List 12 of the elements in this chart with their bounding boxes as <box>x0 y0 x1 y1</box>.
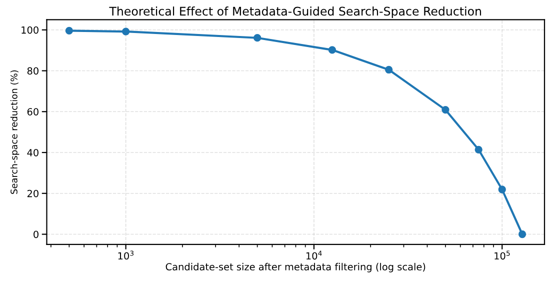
y-axis-title: Search-space reduction (%) <box>10 70 20 194</box>
y-tick-label: 20 <box>27 190 38 198</box>
y-tick-label: 100 <box>22 26 38 34</box>
y-tick-label: 80 <box>27 67 38 75</box>
chart-title: Theoretical Effect of Metadata-Guided Search-Space Reduction <box>109 6 482 18</box>
y-tick-label: 0 <box>34 230 38 238</box>
x-tick-label: 10$^{4}$ <box>306 250 322 260</box>
x-tick-label: 10$^{3}$ <box>118 250 134 260</box>
x-axis-title: Candidate-set size after metadata filtering (log scale) <box>166 262 426 272</box>
y-tick-label: 40 <box>27 148 38 156</box>
y-tick-label: 60 <box>27 108 38 116</box>
x-tick-label: 10$^{5}$ <box>494 250 510 260</box>
